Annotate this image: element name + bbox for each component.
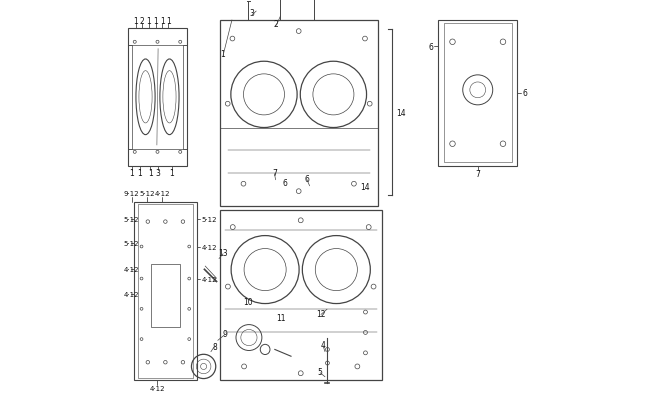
Text: 7: 7: [475, 170, 480, 179]
Bar: [138, 205, 193, 378]
Text: 14: 14: [396, 109, 406, 117]
Text: 4·12: 4·12: [202, 276, 216, 282]
Text: 4·12: 4·12: [124, 292, 139, 298]
Bar: [127, 29, 187, 166]
Text: 5·12: 5·12: [202, 216, 216, 222]
Text: 13: 13: [218, 248, 228, 258]
Bar: [151, 264, 180, 327]
Text: 4·12: 4·12: [155, 191, 170, 196]
Text: 3: 3: [250, 9, 255, 18]
Bar: [220, 21, 378, 207]
Text: 1: 1: [148, 169, 153, 178]
Text: 4·12: 4·12: [124, 266, 139, 272]
Text: 1: 1: [166, 17, 171, 26]
Text: 14: 14: [361, 183, 370, 192]
Text: 6: 6: [304, 175, 309, 183]
Text: 5·12: 5·12: [124, 241, 139, 247]
Text: 4: 4: [320, 340, 326, 349]
Text: 12: 12: [316, 309, 326, 318]
Text: 1: 1: [170, 169, 174, 178]
Text: 9·12: 9·12: [124, 191, 139, 196]
Text: 1: 1: [153, 17, 158, 26]
Text: 1: 1: [137, 169, 142, 178]
Text: 10: 10: [243, 297, 253, 306]
Text: 6: 6: [428, 43, 434, 51]
Text: 7: 7: [272, 169, 277, 178]
Text: 2: 2: [140, 17, 144, 26]
Bar: [127, 45, 132, 150]
Bar: [183, 45, 187, 150]
Text: 5·12: 5·12: [124, 216, 139, 222]
Text: 1: 1: [146, 17, 151, 26]
Bar: [438, 21, 517, 166]
Text: 5·12: 5·12: [139, 191, 155, 196]
Bar: [134, 202, 197, 380]
Text: 8: 8: [213, 343, 217, 352]
Text: 4·12: 4·12: [202, 245, 216, 251]
Text: 1: 1: [133, 17, 138, 26]
Text: 2: 2: [273, 19, 278, 29]
Text: 4·12: 4·12: [150, 385, 165, 391]
Text: 5: 5: [318, 367, 322, 376]
Text: 3: 3: [156, 169, 161, 178]
Text: 1: 1: [220, 49, 226, 58]
Text: 1: 1: [160, 17, 164, 26]
Text: 1: 1: [129, 169, 134, 178]
Bar: [444, 24, 512, 163]
Text: 6: 6: [522, 89, 527, 98]
Text: 9: 9: [222, 329, 227, 338]
Bar: [220, 211, 382, 380]
Text: 6: 6: [283, 179, 288, 188]
Text: 11: 11: [276, 313, 286, 322]
